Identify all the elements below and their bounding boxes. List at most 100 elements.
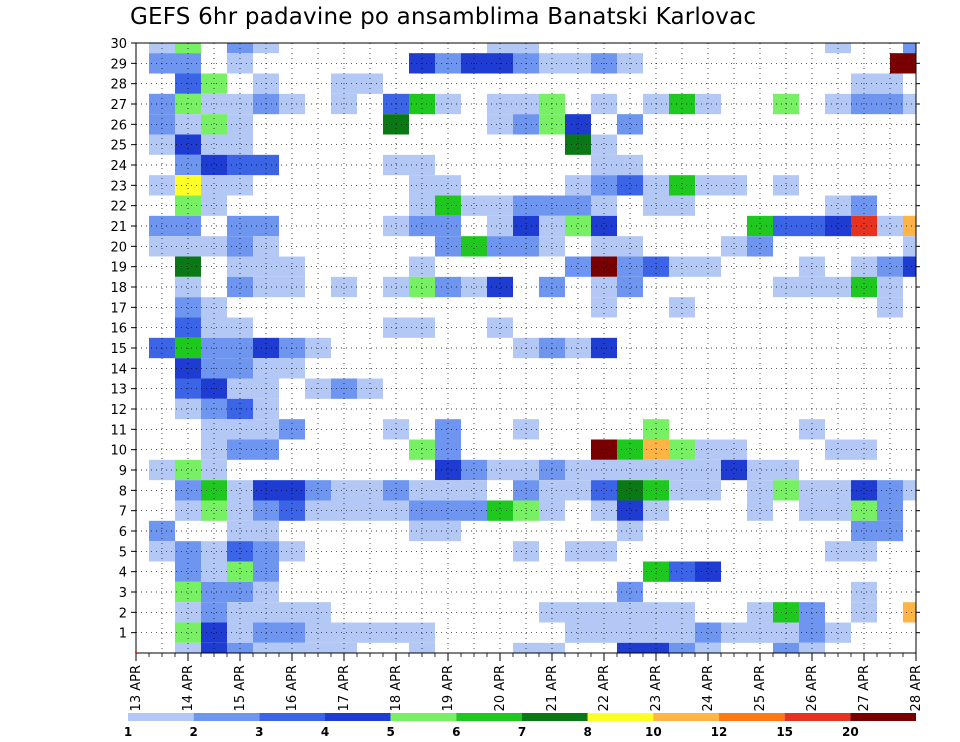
- heatmap-cell: [435, 276, 461, 298]
- heatmap-cell: [747, 215, 773, 237]
- heatmap-cell: [175, 114, 201, 135]
- heatmap-cell: [201, 317, 227, 338]
- heatmap-cell: [825, 215, 851, 237]
- colorbar-segment: [456, 713, 522, 721]
- heatmap-cell: [565, 195, 591, 216]
- colorbar-segment: [587, 713, 654, 721]
- heatmap-cell: [851, 602, 877, 623]
- y-tick-label: 3: [119, 586, 127, 601]
- heatmap-cell: [565, 480, 591, 501]
- heatmap-cell: [201, 175, 227, 196]
- x-tick-label: 24 APR: [701, 665, 716, 711]
- heatmap-cell: [227, 114, 253, 135]
- colorbar-segment: [390, 713, 457, 721]
- heatmap-cell: [903, 93, 916, 115]
- heatmap-cell: [591, 480, 617, 501]
- heatmap-cell: [591, 256, 617, 277]
- heatmap-cell: [201, 439, 227, 460]
- heatmap-cell: [331, 642, 357, 653]
- heatmap-cell: [305, 622, 331, 643]
- heatmap-cell: [435, 439, 461, 460]
- heatmap-cell: [175, 256, 201, 277]
- heatmap-cell: [227, 561, 253, 582]
- chart-title: GEFS 6hr padavine po ansamblima Banatski…: [130, 4, 757, 30]
- heatmap-cell: [227, 622, 253, 643]
- colorbar-segment: [522, 713, 588, 721]
- colorbar-segment: [719, 713, 785, 721]
- heatmap-cell: [747, 602, 773, 623]
- heatmap-cell: [227, 276, 253, 298]
- x-tick-label: 20 APR: [493, 665, 508, 711]
- heatmap-cell: [487, 215, 513, 237]
- y-tick-label: 21: [110, 220, 127, 235]
- heatmap-cell: [331, 500, 357, 521]
- heatmap-cell: [227, 520, 253, 542]
- heatmap-cell: [201, 459, 227, 481]
- y-tick-label: 28: [110, 78, 127, 93]
- heatmap-cell: [617, 622, 643, 643]
- y-tick-label: 10: [110, 444, 127, 459]
- y-tick-label: 12: [110, 403, 127, 418]
- heatmap-cell: [877, 215, 903, 237]
- heatmap-cell: [617, 175, 643, 196]
- heatmap-cell: [435, 459, 461, 481]
- heatmap-cell: [305, 642, 331, 653]
- heatmap-cell: [175, 215, 201, 237]
- heatmap-cell: [903, 43, 916, 54]
- heatmap-cell: [201, 154, 227, 176]
- heatmap-cell: [747, 622, 773, 643]
- heatmap-cell: [201, 541, 227, 562]
- heatmap-cell: [253, 642, 279, 653]
- heatmap-cell: [305, 602, 331, 623]
- y-tick-label: 13: [110, 383, 127, 398]
- heatmap-cell: [617, 602, 643, 623]
- heatmap-cell: [201, 114, 227, 135]
- heatmap-cell: [565, 459, 591, 481]
- y-tick-label: 20: [110, 240, 127, 255]
- heatmap-cell: [565, 256, 591, 277]
- heatmap-cell: [591, 500, 617, 521]
- heatmap-cell: [435, 175, 461, 196]
- colorbar-label: 12: [711, 725, 728, 739]
- heatmap-cell: [201, 236, 227, 257]
- colorbar-segment: [653, 713, 719, 721]
- heatmap-cell: [721, 175, 747, 196]
- heatmap-cell: [851, 541, 877, 562]
- heatmap-cell: [903, 480, 916, 501]
- heatmap-cell: [331, 622, 357, 643]
- heatmap-cell: [721, 439, 747, 460]
- y-tick-label: 19: [110, 261, 127, 276]
- heatmap-cell: [851, 256, 877, 277]
- heatmap-cell: [175, 561, 201, 582]
- heatmap-cell: [721, 459, 747, 481]
- colorbar-segment: [259, 713, 325, 721]
- heatmap-cell: [851, 480, 877, 501]
- heatmap-cell: [539, 642, 565, 653]
- x-tick-label: 25 APR: [753, 665, 768, 711]
- heatmap-cell: [721, 236, 747, 257]
- x-tick-label: 23 APR: [649, 665, 664, 711]
- heatmap-cell: [305, 480, 331, 501]
- y-tick-label: 9: [119, 464, 127, 479]
- heatmap-cell: [565, 114, 591, 135]
- heatmap-cell: [227, 175, 253, 196]
- heatmap-cell: [227, 154, 253, 176]
- y-tick-label: 8: [119, 484, 127, 499]
- y-tick-label: 25: [110, 139, 127, 154]
- heatmap-cell: [487, 500, 513, 521]
- heatmap-cell: [175, 581, 201, 603]
- y-tick-label: 6: [119, 525, 127, 540]
- colorbar-label: 8: [583, 725, 591, 739]
- colorbar-label: 6: [452, 725, 460, 739]
- heatmap-cell: [851, 500, 877, 521]
- x-tick-label: 17 APR: [337, 665, 352, 711]
- heatmap-cell: [409, 642, 435, 653]
- x-tick-label: 14 APR: [181, 665, 196, 711]
- heatmap-cell: [227, 541, 253, 562]
- x-tick-label: 28 APR: [909, 665, 924, 711]
- heatmap-cell: [435, 520, 461, 542]
- heatmap-cell: [825, 480, 851, 501]
- heatmap-cell: [851, 215, 877, 237]
- heatmap-cell: [591, 541, 617, 562]
- heatmap-cell: [877, 500, 903, 521]
